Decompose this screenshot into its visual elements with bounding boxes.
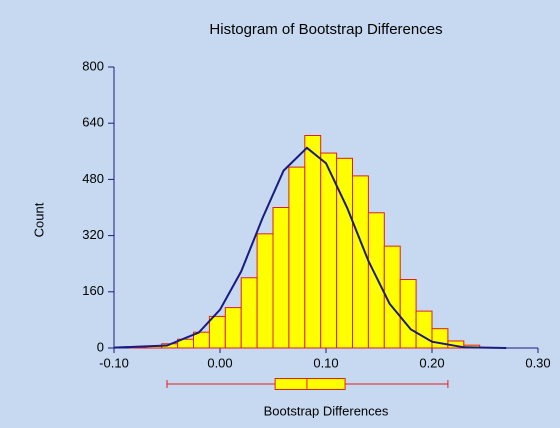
y-axis-label: Count	[31, 202, 46, 237]
x-axis-label: Bootstrap Differences	[264, 403, 389, 418]
histogram-bar	[336, 157, 354, 349]
y-tick-label: 320	[82, 227, 104, 242]
histogram-bar	[272, 207, 290, 349]
x-tick-label: 0.30	[525, 355, 550, 370]
x-tick-label: 0.10	[313, 355, 338, 370]
box	[274, 378, 346, 390]
x-tick-label: 0.20	[419, 355, 444, 370]
x-tick-label: 0.00	[207, 355, 232, 370]
chart-title: Histogram of Bootstrap Differences	[209, 21, 442, 38]
histogram-bar	[415, 310, 433, 349]
y-tick-label: 640	[82, 115, 104, 130]
x-tick-label: -0.10	[99, 355, 129, 370]
histogram-bar	[256, 233, 274, 349]
histogram-bar	[208, 315, 226, 349]
histogram-bar	[288, 166, 306, 349]
y-tick-label: 0	[97, 339, 104, 354]
histogram-bar	[367, 212, 385, 349]
histogram-bar	[240, 277, 258, 349]
y-tick-label: 800	[82, 58, 104, 73]
y-tick-label: 480	[82, 171, 104, 186]
histogram-bar	[304, 134, 322, 349]
histogram-bar	[399, 279, 417, 349]
histogram-bar	[224, 307, 242, 349]
y-tick-label: 160	[82, 283, 104, 298]
histogram-bar	[352, 175, 369, 349]
density-curve	[113, 146, 507, 349]
histogram-bar	[431, 328, 449, 349]
